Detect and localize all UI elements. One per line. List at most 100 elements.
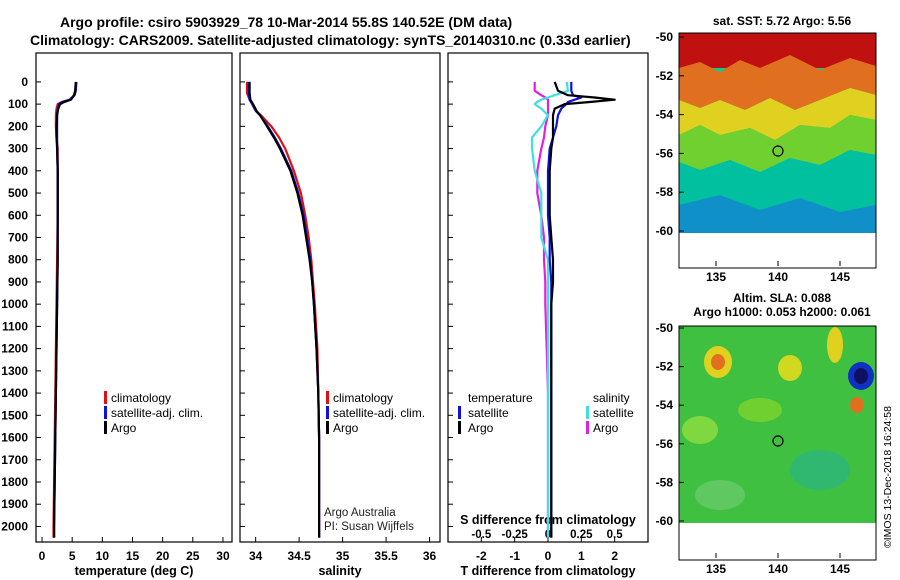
tdiff-tick-label: 0 <box>545 549 552 563</box>
legend-swatch-s-satellite <box>586 406 589 419</box>
salinity-xlabel: salinity <box>318 564 361 578</box>
temp-tick-label: 5 <box>69 549 76 563</box>
legend-label-s-satellite: satellite <box>593 406 634 420</box>
sal-tick-label: 34 <box>249 549 263 563</box>
legend-swatch-satellite <box>326 406 329 419</box>
depth-tick-label: 800 <box>8 253 28 267</box>
depth-tick-label: 1400 <box>1 386 28 400</box>
temperature-panel-frame <box>36 53 232 542</box>
x-tick-labels: 0 5 10 15 20 25 30 34 34.5 35 35.5 36 -2 -1 0 1 2-0.5 -0.… <box>39 529 624 563</box>
legend-swatch-climatology <box>104 391 107 404</box>
profile-lines <box>54 82 615 538</box>
tdiff-satellite-line <box>548 82 581 538</box>
tdiff-argo-line <box>550 82 615 538</box>
argo-profile-figure: Argo profile: csiro 5903929_78 10-Mar-20… <box>0 0 900 580</box>
temp-tick-label: 25 <box>186 549 200 563</box>
legend-swatch-climatology <box>326 391 329 404</box>
tdiff-xlabel: T difference from climatology <box>460 564 635 578</box>
depth-tick-label: 1200 <box>1 342 28 356</box>
legend-title-temperature: temperature <box>468 391 533 405</box>
depth-tick-label: 700 <box>8 230 28 244</box>
depth-tick-label: 1600 <box>1 431 28 445</box>
legend-title-salinity: salinity <box>593 391 630 405</box>
temp-tick-label: 0 <box>39 549 46 563</box>
depth-tick-label: 1700 <box>1 453 28 467</box>
legend-swatch-s-argo <box>586 421 589 434</box>
sla-map-title-line1: Altim. SLA: 0.088 <box>733 291 831 305</box>
sla-lon-label: 145 <box>830 562 850 576</box>
depth-tick-label: 1900 <box>1 497 28 511</box>
sla-low-1-core <box>854 368 868 384</box>
sdiff-tick-label: -0.25 <box>502 529 529 541</box>
temp-tick-label: 30 <box>216 549 230 563</box>
sst-lat-label: -52 <box>656 69 674 83</box>
depth-tick-label: 600 <box>8 208 28 222</box>
sla-lat-label: -54 <box>656 398 674 412</box>
tdiff-tick-label: -1 <box>509 549 520 563</box>
sla-lat-label: -52 <box>656 360 674 374</box>
legend-label-argo: Argo <box>333 421 359 435</box>
sal-tick-label: 35 <box>336 549 350 563</box>
sdiff-tick-label: 0.25 <box>570 529 593 541</box>
credit-line2: PI: Susan Wijffels <box>324 521 414 533</box>
depth-tick-label: 1000 <box>1 297 28 311</box>
sdiff-argo-line <box>535 82 548 538</box>
sdiff-tick-label: 0.5 <box>607 529 624 541</box>
legend-label-satellite: satellite-adj. clim. <box>111 406 203 420</box>
legend-swatch-argo <box>104 421 107 434</box>
depth-tick-label: 400 <box>8 164 28 178</box>
depth-tick-label: 1800 <box>1 475 28 489</box>
legend-label-s-argo: Argo <box>593 421 619 435</box>
sla-anomaly-4 <box>850 397 864 413</box>
sla-anomaly-8 <box>695 480 745 510</box>
sla-anomaly-7 <box>790 450 850 490</box>
depth-tick-label: 1300 <box>1 364 28 378</box>
sla-anomaly-3 <box>827 327 843 363</box>
temp-tick-label: 10 <box>96 549 110 563</box>
sst-lat-label: -56 <box>656 146 674 160</box>
sla-anomaly-6 <box>682 416 718 444</box>
imos-timestamp: ©IMOS 13-Dec-2018 16:24:58 <box>882 406 894 548</box>
sst-lon-label: 140 <box>768 270 788 284</box>
sst-lat-label: -60 <box>656 224 674 238</box>
sdiff-tick-label: -0.5 <box>471 529 491 541</box>
sla-lat-label: -56 <box>656 437 674 451</box>
sla-lat-label: -60 <box>656 514 674 528</box>
figure-canvas: Argo profile: csiro 5903929_78 10-Mar-20… <box>0 0 900 580</box>
sla-lon-label: 135 <box>706 562 726 576</box>
temperature-xlabel: temperature (deg C) <box>75 564 194 578</box>
sst-lon-label: 145 <box>830 270 850 284</box>
temp-tick-label: 20 <box>156 549 170 563</box>
temp-argo-line <box>54 82 76 538</box>
depth-tick-label: 100 <box>8 97 28 111</box>
difference-legend: temperature satellite Argo salinity sate… <box>458 391 634 435</box>
sst-lat-label: -58 <box>656 185 674 199</box>
figure-title-line2: Climatology: CARS2009. Satellite-adjuste… <box>30 32 631 48</box>
legend-swatch-argo <box>326 421 329 434</box>
legend-label-argo: Argo <box>111 421 137 435</box>
depth-tick-label: 500 <box>8 186 28 200</box>
sla-anomaly-1-core <box>711 354 725 370</box>
legend-swatch-t-argo <box>458 421 461 434</box>
legend-label-climatology: climatology <box>333 391 393 405</box>
temp-tick-label: 15 <box>126 549 140 563</box>
sla-lat-label: -58 <box>656 475 674 489</box>
sst-map <box>679 33 876 268</box>
legend-swatch-t-satellite <box>458 406 461 419</box>
sal-tick-label: 36 <box>423 549 437 563</box>
legend-swatch-satellite <box>104 406 107 419</box>
sal-argo-line <box>250 82 320 538</box>
depth-tick-label: 300 <box>8 142 28 156</box>
legend-label-t-satellite: satellite <box>468 406 509 420</box>
sal-satellite-line <box>249 82 319 538</box>
depth-axis: 0100200300400500600700800900100011001200… <box>1 75 453 534</box>
sla-lon-label: 140 <box>768 562 788 576</box>
legend-label-climatology: climatology <box>111 391 171 405</box>
sal-tick-label: 35.5 <box>374 549 398 563</box>
sla-map <box>679 326 876 560</box>
tdiff-tick-label: -2 <box>476 549 487 563</box>
depth-tick-label: 1500 <box>1 408 28 422</box>
figure-title-line1: Argo profile: csiro 5903929_78 10-Mar-20… <box>60 14 512 30</box>
sst-lat-label: -54 <box>656 108 674 122</box>
depth-tick-label: 200 <box>8 119 28 133</box>
